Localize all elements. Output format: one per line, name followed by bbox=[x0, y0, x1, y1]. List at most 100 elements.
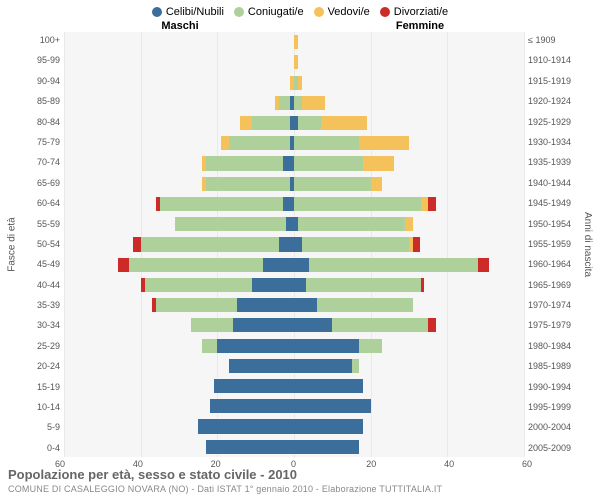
x-tick-label: 20 bbox=[206, 459, 226, 469]
plot bbox=[64, 32, 524, 457]
pyramid-row bbox=[64, 194, 524, 214]
male-half bbox=[64, 399, 294, 413]
legend-label: Vedovi/e bbox=[328, 6, 370, 18]
female-half bbox=[294, 177, 524, 191]
bar-segment bbox=[294, 258, 309, 272]
birth-tick: 1950-1954 bbox=[528, 216, 580, 233]
bar-segment bbox=[302, 96, 325, 110]
pyramid-row bbox=[64, 255, 524, 275]
pyramid-row bbox=[64, 72, 524, 92]
age-tick: 20-24 bbox=[20, 358, 60, 375]
female-half bbox=[294, 76, 524, 90]
legend-item: Divorziati/e bbox=[380, 6, 448, 18]
female-half bbox=[294, 156, 524, 170]
birth-tick: 1980-1984 bbox=[528, 338, 580, 355]
bar-segment bbox=[294, 318, 332, 332]
birth-tick: 1975-1979 bbox=[528, 317, 580, 334]
bar-segment bbox=[294, 136, 359, 150]
bar-segment bbox=[202, 339, 217, 353]
male-half bbox=[64, 237, 294, 251]
y-axis-title-left-label: Fasce di età bbox=[7, 217, 18, 271]
bar-segment bbox=[263, 258, 294, 272]
bar-segment bbox=[294, 339, 359, 353]
bar-segment bbox=[421, 278, 425, 292]
bar-segment bbox=[309, 258, 478, 272]
bar-segment bbox=[252, 116, 290, 130]
x-tick-label: 20 bbox=[361, 459, 381, 469]
bar-segment bbox=[294, 359, 352, 373]
age-tick: 55-59 bbox=[20, 216, 60, 233]
bar-segment bbox=[133, 237, 141, 251]
age-tick: 25-29 bbox=[20, 338, 60, 355]
female-half bbox=[294, 440, 524, 454]
pyramid-row bbox=[64, 336, 524, 356]
pyramid-row bbox=[64, 356, 524, 376]
female-half bbox=[294, 258, 524, 272]
male-half bbox=[64, 440, 294, 454]
female-half bbox=[294, 35, 524, 49]
birth-tick: 2000-2004 bbox=[528, 419, 580, 436]
y-axis-right: ≤ 19091910-19141915-19191920-19241925-19… bbox=[524, 32, 580, 457]
bar-segment bbox=[302, 237, 409, 251]
x-tick-label: 60 bbox=[50, 459, 70, 469]
bar-segment bbox=[156, 298, 237, 312]
age-tick: 10-14 bbox=[20, 399, 60, 416]
female-half bbox=[294, 217, 524, 231]
bar-segment bbox=[352, 359, 360, 373]
legend: Celibi/Nubili Coniugati/e Vedovi/e Divorzia… bbox=[0, 0, 600, 20]
bar-segment bbox=[237, 298, 295, 312]
bar-segment bbox=[233, 318, 294, 332]
bar-segment bbox=[160, 197, 283, 211]
bar-segment bbox=[298, 217, 405, 231]
age-tick: 0-4 bbox=[20, 440, 60, 457]
birth-tick: 1935-1939 bbox=[528, 154, 580, 171]
bar-segment bbox=[294, 35, 298, 49]
birth-tick: 1965-1969 bbox=[528, 277, 580, 294]
pyramid-row bbox=[64, 416, 524, 436]
birth-tick: 1985-1989 bbox=[528, 358, 580, 375]
pyramid-row bbox=[64, 234, 524, 254]
legend-item: Coniugati/e bbox=[234, 6, 304, 18]
bar-segment bbox=[229, 359, 294, 373]
age-tick: 100+ bbox=[20, 32, 60, 49]
bar-segment bbox=[359, 136, 409, 150]
bar-segment bbox=[317, 298, 413, 312]
pyramid-row bbox=[64, 52, 524, 72]
birth-tick: 1970-1974 bbox=[528, 297, 580, 314]
pyramid-row bbox=[64, 396, 524, 416]
pyramid-row bbox=[64, 113, 524, 133]
bar-segment bbox=[294, 96, 302, 110]
female-half bbox=[294, 379, 524, 393]
male-half bbox=[64, 339, 294, 353]
female-half bbox=[294, 298, 524, 312]
bar-segment bbox=[294, 278, 306, 292]
legend-label: Celibi/Nubili bbox=[166, 6, 224, 18]
legend-swatch bbox=[314, 7, 324, 17]
male-half bbox=[64, 318, 294, 332]
pyramid-row bbox=[64, 93, 524, 113]
birth-tick: 2005-2009 bbox=[528, 440, 580, 457]
bar-segment bbox=[298, 76, 302, 90]
x-tick-label: 0 bbox=[283, 459, 303, 469]
birth-tick: 1945-1949 bbox=[528, 195, 580, 212]
age-tick: 65-69 bbox=[20, 175, 60, 192]
bar-segment bbox=[221, 136, 229, 150]
female-half bbox=[294, 116, 524, 130]
age-tick: 15-19 bbox=[20, 379, 60, 396]
x-tick-label: 40 bbox=[128, 459, 148, 469]
pyramid-row bbox=[64, 437, 524, 457]
birth-tick: ≤ 1909 bbox=[528, 32, 580, 49]
birth-tick: 1925-1929 bbox=[528, 114, 580, 131]
bar-segment bbox=[294, 298, 317, 312]
age-tick: 70-74 bbox=[20, 154, 60, 171]
male-half bbox=[64, 217, 294, 231]
female-half bbox=[294, 136, 524, 150]
bar-segment bbox=[294, 197, 421, 211]
x-tick-label: 40 bbox=[439, 459, 459, 469]
male-half bbox=[64, 76, 294, 90]
bar-segment bbox=[294, 55, 298, 69]
male-half bbox=[64, 258, 294, 272]
pyramid-row bbox=[64, 133, 524, 153]
pyramid-row bbox=[64, 32, 524, 52]
bar-segment bbox=[428, 197, 436, 211]
